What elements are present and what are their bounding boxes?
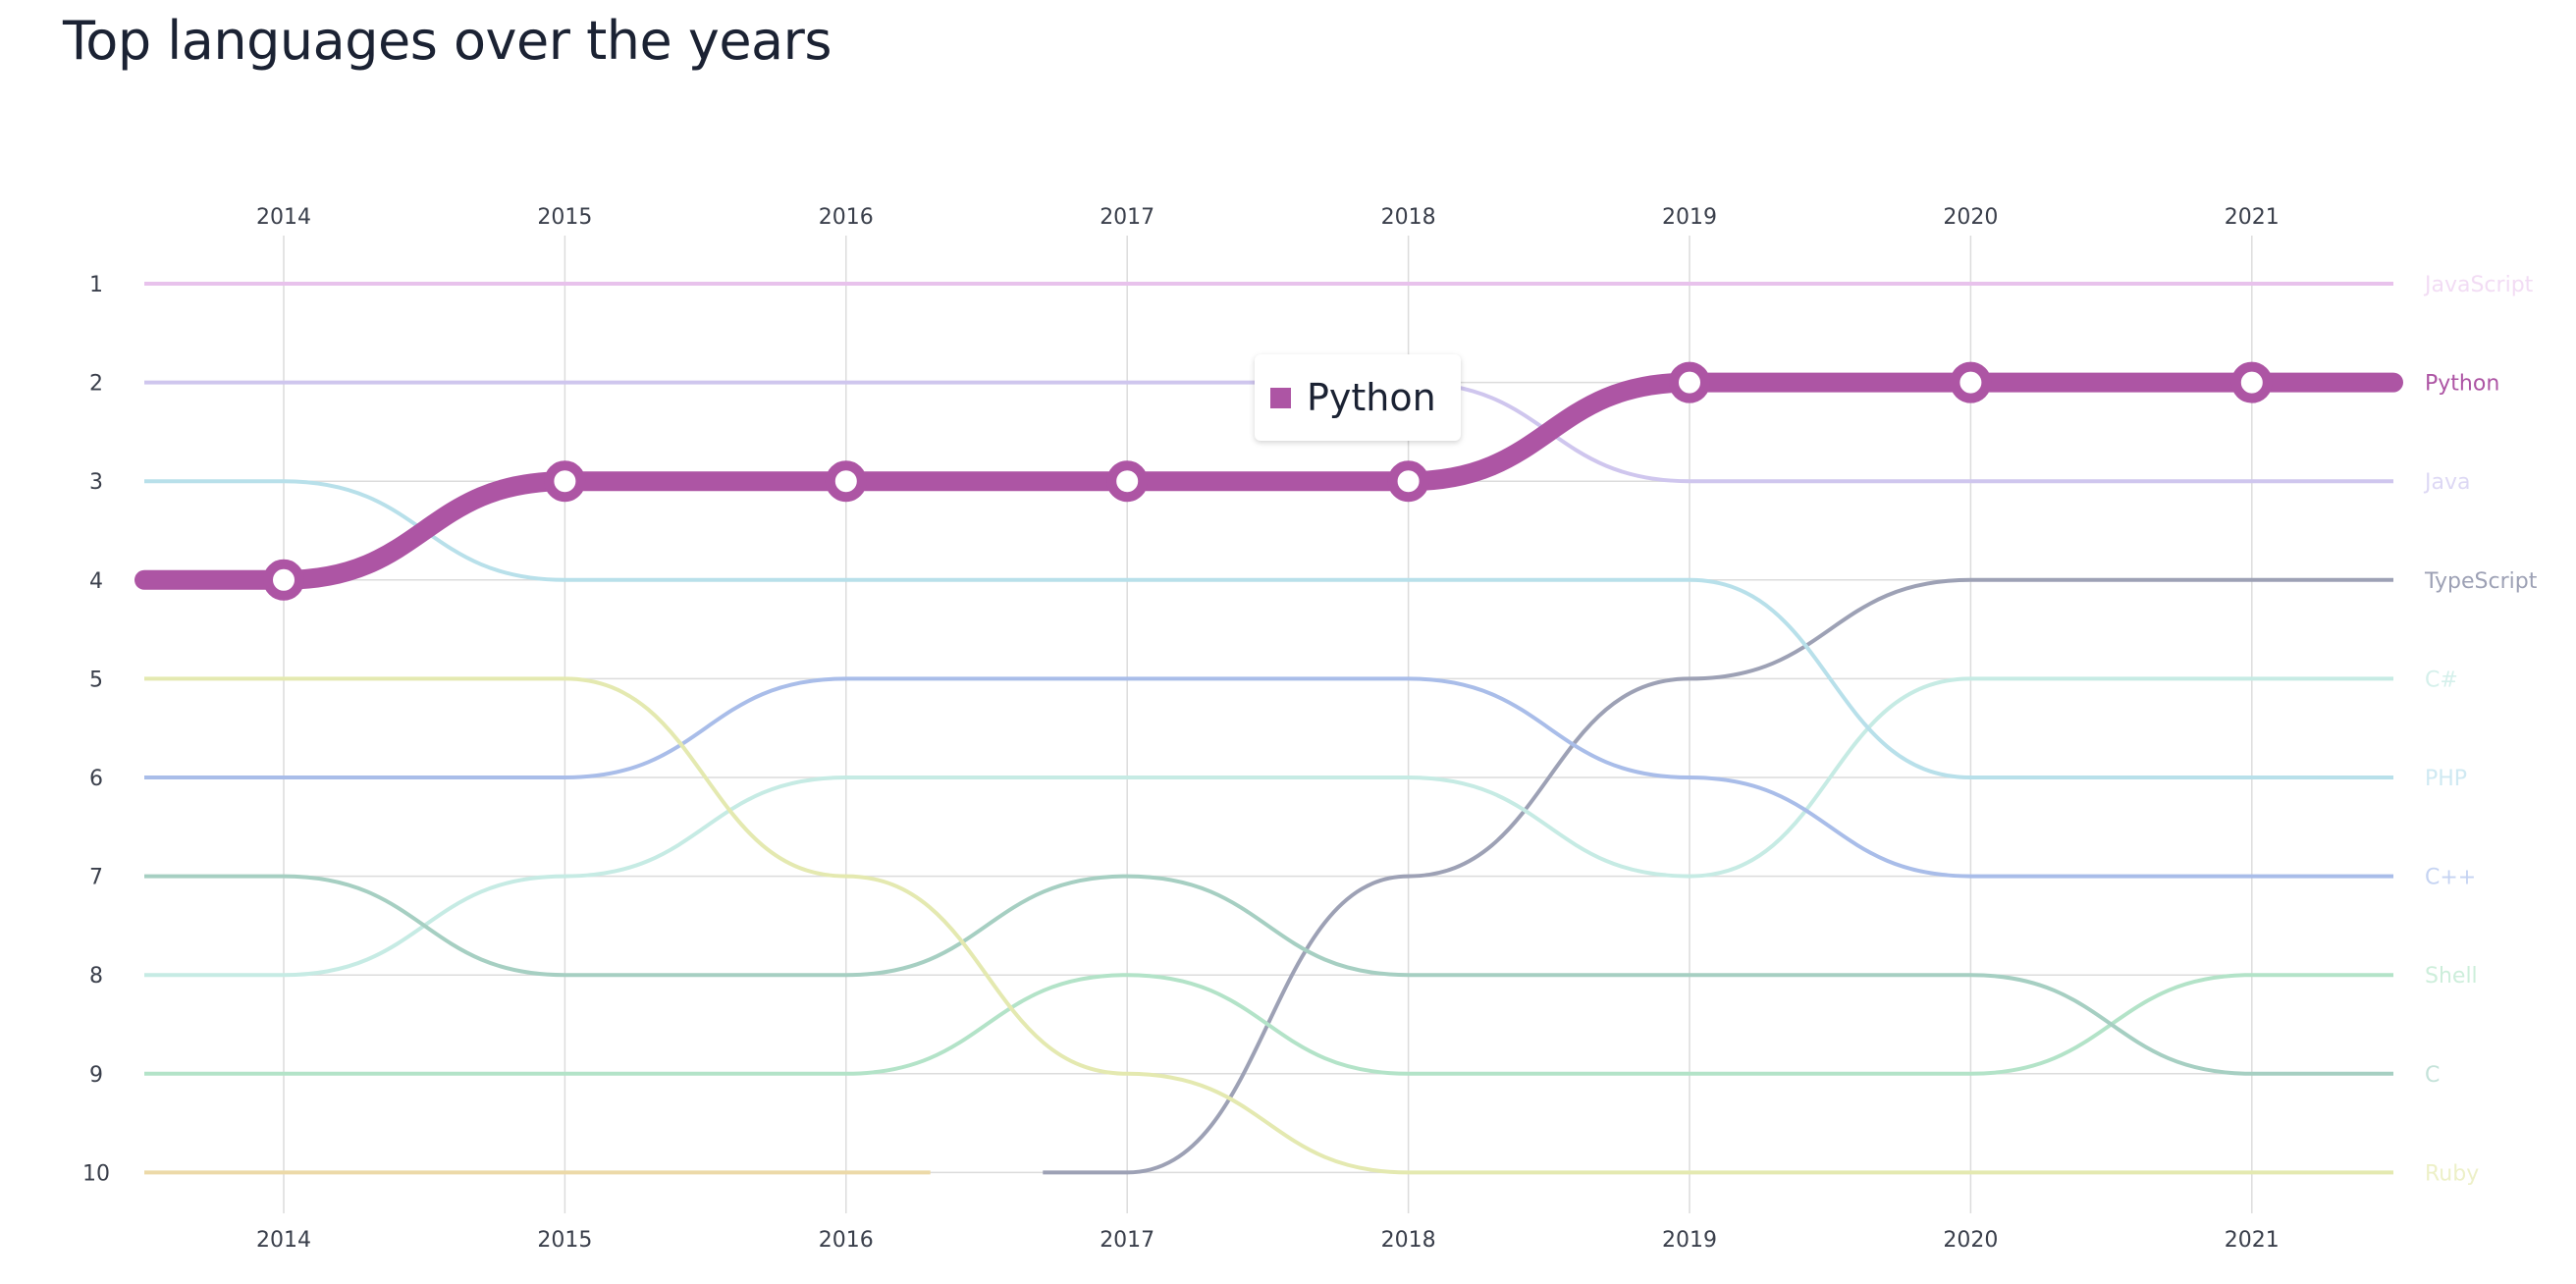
series-label: Ruby — [2425, 1161, 2479, 1186]
x-tick-label-bottom: 2021 — [2225, 1228, 2280, 1253]
page-title: Top languages over the years — [63, 10, 832, 72]
series-line-c- — [144, 676, 2393, 879]
x-tick-label-top: 2020 — [1943, 205, 1998, 230]
series-line-typescript — [1043, 577, 2393, 1175]
x-tick-label-bottom: 2017 — [1100, 1228, 1154, 1253]
y-tick-label: 9 — [89, 1063, 103, 1088]
series-label: TypeScript — [2424, 569, 2538, 594]
x-tick-label-top: 2018 — [1381, 205, 1436, 230]
x-tick-label-top: 2015 — [537, 205, 592, 230]
series-label: JavaScript — [2423, 273, 2534, 297]
series-label: C++ — [2425, 866, 2476, 890]
data-point-marker — [1106, 460, 1149, 503]
x-tick-label-bottom: 2020 — [1943, 1228, 1998, 1253]
series-label: PHP — [2425, 767, 2467, 791]
series-line-php — [144, 479, 2393, 780]
x-tick-label-top: 2016 — [819, 205, 874, 230]
y-tick-label: 2 — [89, 372, 103, 397]
series-line-ruby — [144, 676, 2393, 1175]
x-tick-label-bottom: 2014 — [256, 1228, 311, 1253]
series-line-c — [144, 874, 2393, 1076]
data-point-marker — [2230, 361, 2273, 403]
tooltip-swatch — [1270, 387, 1291, 408]
series-label: Python — [2425, 372, 2499, 397]
tooltip: Python — [1255, 354, 1461, 441]
x-tick-label-top: 2019 — [1662, 205, 1717, 230]
x-tick-label-bottom: 2018 — [1381, 1228, 1436, 1253]
series-label: C# — [2425, 668, 2458, 692]
series-label: Java — [2423, 470, 2470, 495]
series-line-c- — [144, 676, 2393, 978]
y-tick-label: 4 — [89, 569, 103, 594]
x-tick-label-top: 2021 — [2225, 205, 2280, 230]
series-line-shell — [144, 973, 2393, 1076]
y-tick-label: 5 — [89, 668, 103, 692]
y-tick-label: 7 — [89, 866, 103, 890]
tooltip-label: Python — [1307, 376, 1436, 419]
data-point-marker — [263, 559, 304, 601]
x-tick-label-bottom: 2015 — [537, 1228, 592, 1253]
y-tick-label: 6 — [89, 767, 103, 791]
series-label: Shell — [2425, 964, 2478, 989]
data-point-marker — [544, 460, 586, 503]
data-point-marker — [825, 460, 867, 503]
x-tick-label-top: 2014 — [256, 205, 311, 230]
series-label: C — [2425, 1063, 2440, 1088]
data-point-marker — [1669, 361, 1710, 403]
y-tick-label: 10 — [82, 1161, 110, 1186]
y-tick-label: 1 — [89, 273, 103, 297]
data-point-marker — [1950, 361, 1992, 403]
y-tick-label: 8 — [89, 964, 103, 989]
x-tick-label-bottom: 2016 — [819, 1228, 874, 1253]
x-tick-label-bottom: 2019 — [1662, 1228, 1717, 1253]
y-tick-label: 3 — [89, 470, 103, 495]
data-point-marker — [1387, 460, 1429, 503]
x-tick-label-top: 2017 — [1100, 205, 1154, 230]
